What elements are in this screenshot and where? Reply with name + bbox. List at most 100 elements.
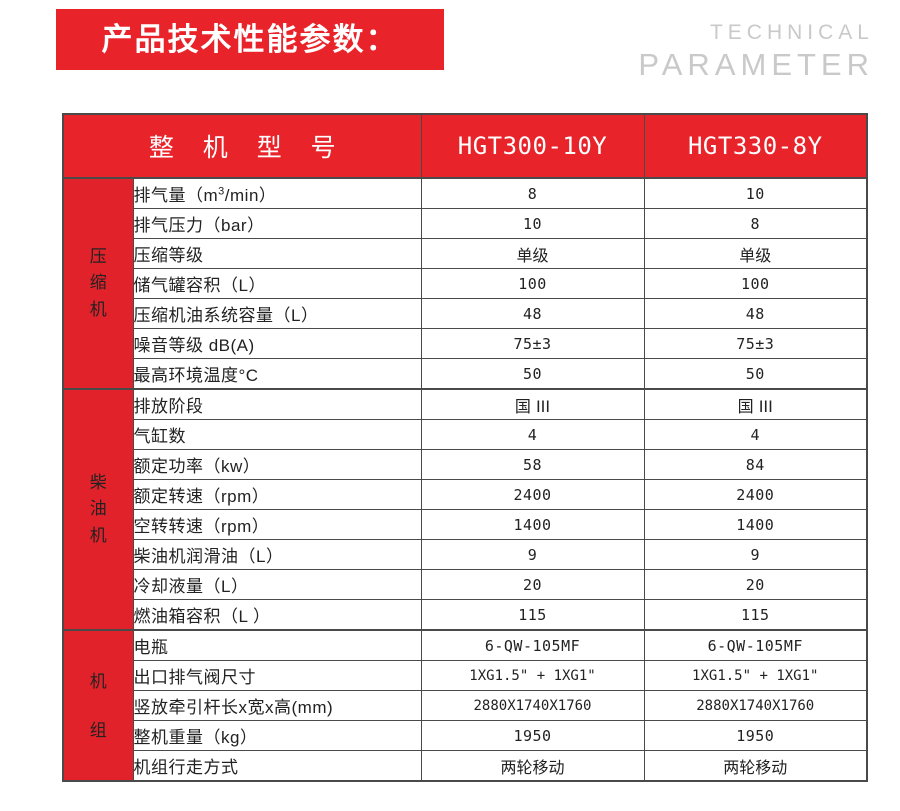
page-header: 产品技术性能参数： TECHNICAL PARAMETER <box>0 0 900 100</box>
title-banner: 产品技术性能参数： <box>56 9 444 70</box>
row-label: 整机重量（kg） <box>132 720 422 751</box>
row-value-hgt300: 4 <box>420 419 645 450</box>
category-cell-2: 机组 <box>62 629 134 782</box>
row-value-hgt330: 8 <box>643 208 868 239</box>
category-character: 压 <box>89 246 107 266</box>
category-character: 机 <box>89 525 107 545</box>
row-label: 排气压力（bar） <box>132 208 422 239</box>
row-label: 空转转速（rpm） <box>132 509 422 540</box>
table-row: 出口排气阀尺寸 1XG1.5" + 1XG1" 1XG1.5" + 1XG1" <box>63 660 868 691</box>
category-character: 机 <box>89 671 107 691</box>
table-row: 气缸数 4 4 <box>63 419 868 450</box>
category-character: 柴 <box>89 472 107 492</box>
row-label: 最高环境温度°C <box>132 358 422 390</box>
table-row: 机组电瓶 6-QW-105MF 6-QW-105MF <box>62 629 868 782</box>
row-value-hgt300: 48 <box>420 298 645 329</box>
row-value-hgt300: 9 <box>420 539 645 570</box>
table-row: 排气压力（bar） 10 8 <box>63 208 868 239</box>
row-value-hgt300: 两轮移动 <box>420 750 645 782</box>
row-value-hgt300: 1950 <box>420 720 645 751</box>
row-label: 柴油机润滑油（L） <box>132 539 422 570</box>
row-value-hgt300: 10 <box>420 208 645 239</box>
page-title: 产品技术性能参数： <box>101 22 399 57</box>
column-header-hgt330: HGT330-8Y <box>643 113 868 179</box>
table-row: 燃油箱容积（L ） 115 115 <box>63 599 868 631</box>
row-value-hgt330: 两轮移动 <box>643 750 868 782</box>
row-value-hgt330: 单级 <box>643 238 868 269</box>
row-value-hgt330: 20 <box>643 569 868 600</box>
table-row: 噪音等级 dB(A) 75±3 75±3 <box>63 328 868 359</box>
row-label: 噪音等级 dB(A) <box>132 328 422 359</box>
row-value-hgt300: 8 <box>420 177 645 209</box>
row-value-hgt330: 2400 <box>643 479 868 510</box>
table-row: 额定功率（kw） 58 84 <box>63 449 868 480</box>
watermark-line-parameter: PARAMETER <box>638 47 874 82</box>
category-character: 油 <box>89 499 107 519</box>
table-row: 机组行走方式 两轮移动 两轮移动 <box>63 750 868 782</box>
row-label: 机组行走方式 <box>132 750 422 782</box>
row-label: 储气罐容积（L） <box>132 268 422 299</box>
table-row: 最高环境温度°C 50 50 <box>63 358 868 390</box>
row-value-hgt330: 48 <box>643 298 868 329</box>
row-label: 额定转速（rpm） <box>132 479 422 510</box>
column-header-model: 整 机 型 号 <box>62 113 422 179</box>
category-cell-0: 压缩机 <box>62 177 134 390</box>
row-value-hgt330: 1XG1.5" + 1XG1" <box>643 660 868 691</box>
column-header-hgt300: HGT300-10Y <box>420 113 645 179</box>
row-value-hgt300: 58 <box>420 449 645 480</box>
specification-table: 整 机 型 号 HGT300-10Y HGT330-8Y 压缩机排气量（m3/m… <box>62 113 868 782</box>
table-row: 柴油机润滑油（L） 9 9 <box>63 539 868 570</box>
row-value-hgt330: 75±3 <box>643 328 868 359</box>
unit-superscript: 3 <box>218 185 225 198</box>
row-label: 竖放牵引杆长x宽x高(mm) <box>132 690 422 721</box>
row-label: 额定功率（kw） <box>132 449 422 480</box>
row-label: 燃油箱容积（L ） <box>132 599 422 631</box>
row-value-hgt300: 2880X1740X1760 <box>420 690 645 721</box>
table-row: 压缩等级 单级 单级 <box>63 238 868 269</box>
row-value-hgt330: 6-QW-105MF <box>643 629 868 661</box>
table-header-row: 整 机 型 号 HGT300-10Y HGT330-8Y <box>62 113 868 179</box>
table-row: 冷却液量（L） 20 20 <box>63 569 868 600</box>
table-body: 压缩机排气量（m3/min） 8 10 排气压力（bar） 10 8 压缩等级 单级 单级 储气罐… <box>62 177 868 782</box>
watermark-text: TECHNICAL PARAMETER <box>638 22 869 80</box>
row-label: 冷却液量（L） <box>132 569 422 600</box>
row-value-hgt330: 国 III <box>643 388 868 420</box>
row-label: 排气量（m3/min） <box>132 177 422 209</box>
category-character: 机 <box>89 299 107 319</box>
row-label: 电瓶 <box>132 629 422 661</box>
row-label: 出口排气阀尺寸 <box>132 660 422 691</box>
row-value-hgt330: 4 <box>643 419 868 450</box>
row-value-hgt300: 75±3 <box>420 328 645 359</box>
table-row: 压缩机排气量（m3/min） 8 10 <box>62 177 868 390</box>
row-value-hgt330: 115 <box>643 599 868 631</box>
table-row: 空转转速（rpm） 1400 1400 <box>63 509 868 540</box>
category-character: 组 <box>89 720 107 740</box>
row-value-hgt300: 100 <box>420 268 645 299</box>
row-value-hgt300: 单级 <box>420 238 645 269</box>
table-row: 储气罐容积（L） 100 100 <box>63 268 868 299</box>
row-value-hgt300: 国 III <box>420 388 645 420</box>
row-value-hgt300: 6-QW-105MF <box>420 629 645 661</box>
row-label: 气缸数 <box>132 419 422 450</box>
row-value-hgt330: 50 <box>643 358 868 390</box>
watermark-line-technical: TECHNICAL <box>709 21 874 44</box>
category-cell-1: 柴油机 <box>62 388 134 631</box>
row-value-hgt300: 1400 <box>420 509 645 540</box>
table-row: 整机重量（kg） 1950 1950 <box>63 720 868 751</box>
table-row: 竖放牵引杆长x宽x高(mm) 2880X1740X1760 2880X1740X17… <box>63 690 868 721</box>
row-value-hgt330: 9 <box>643 539 868 570</box>
row-value-hgt330: 1950 <box>643 720 868 751</box>
row-value-hgt300: 115 <box>420 599 645 631</box>
row-label: 压缩等级 <box>132 238 422 269</box>
row-value-hgt300: 1XG1.5" + 1XG1" <box>420 660 645 691</box>
row-value-hgt300: 20 <box>420 569 645 600</box>
table-row: 柴油机排放阶段国 III 国 III <box>62 388 868 631</box>
row-label: 压缩机油系统容量（L） <box>132 298 422 329</box>
row-value-hgt330: 2880X1740X1760 <box>643 690 868 721</box>
table-row: 额定转速（rpm） 2400 2400 <box>63 479 868 510</box>
row-value-hgt330: 84 <box>643 449 868 480</box>
category-character: 缩 <box>89 273 107 293</box>
row-value-hgt330: 1400 <box>643 509 868 540</box>
row-value-hgt330: 10 <box>643 177 868 209</box>
